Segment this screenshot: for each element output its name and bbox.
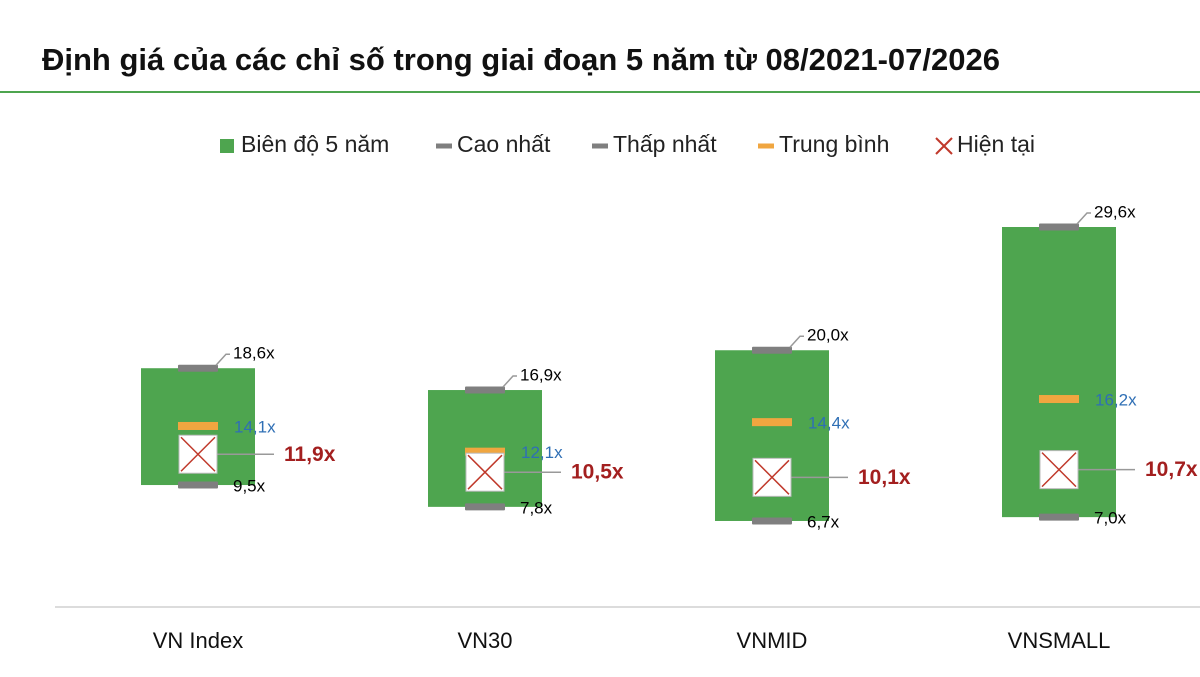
leader-line: [215, 353, 230, 366]
max-label: 16,9x: [520, 366, 562, 385]
legend-label: Trung bình: [779, 131, 889, 157]
max-marker: [178, 364, 218, 372]
current-label: 10,7x: [1145, 458, 1198, 481]
x-tick-label: VN30: [457, 628, 512, 653]
min-label: 6,7x: [807, 512, 840, 531]
min-label: 7,8x: [520, 498, 553, 517]
min-marker: [1039, 513, 1079, 521]
current-label: 10,1x: [858, 466, 911, 489]
x-tick-label: VNSMALL: [1008, 628, 1111, 653]
legend-label: Cao nhất: [457, 131, 551, 157]
avg-marker: [178, 421, 218, 430]
leader-line: [789, 335, 804, 348]
current-label: 11,9x: [284, 443, 336, 466]
x-tick-label: VNMID: [737, 628, 808, 653]
avg-marker: [465, 447, 505, 456]
min-marker: [178, 481, 218, 489]
x-tick-label: VN Index: [153, 628, 244, 653]
min-marker: [752, 517, 792, 525]
current-cross: [754, 459, 790, 495]
avg-label: 16,2x: [1095, 391, 1137, 410]
max-label: 18,6x: [233, 344, 275, 363]
legend-swatch: [758, 143, 774, 149]
min-label: 9,5x: [233, 477, 266, 496]
max-label: 29,6x: [1094, 202, 1136, 221]
current-cross: [467, 454, 503, 490]
avg-marker: [752, 418, 792, 427]
legend-label: Biên độ 5 năm: [241, 131, 389, 157]
legend-swatch: [436, 143, 452, 149]
current-label: 10,5x: [571, 461, 624, 484]
legend-label: Thấp nhất: [613, 131, 717, 157]
min-marker: [465, 503, 505, 511]
avg-label: 14,1x: [234, 417, 276, 436]
max-label: 20,0x: [807, 326, 849, 345]
avg-marker: [1039, 395, 1079, 404]
legend-label: Hiện tại: [957, 131, 1035, 157]
max-marker: [1039, 223, 1079, 231]
max-marker: [752, 346, 792, 354]
current-cross: [180, 436, 216, 472]
min-label: 7,0x: [1094, 509, 1127, 528]
leader-line: [502, 375, 517, 388]
legend-swatch: [220, 139, 234, 153]
avg-label: 14,4x: [808, 414, 850, 433]
chart-title: Định giá của các chỉ số trong giai đoạn …: [42, 42, 1000, 77]
legend-swatch: [935, 137, 953, 155]
max-marker: [465, 386, 505, 394]
current-cross: [1041, 452, 1077, 488]
leader-line: [1076, 212, 1091, 225]
avg-label: 12,1x: [521, 443, 563, 462]
legend-swatch: [592, 143, 608, 149]
